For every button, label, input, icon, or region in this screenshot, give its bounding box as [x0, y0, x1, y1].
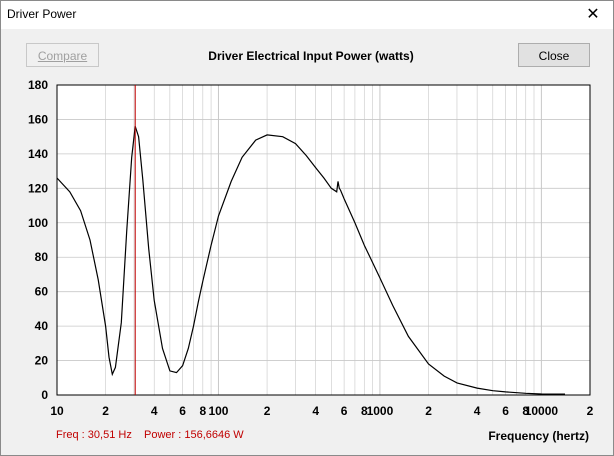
x-tick-label: 4 [312, 404, 319, 418]
title-bar[interactable]: Driver Power ✕ [1, 1, 613, 29]
x-tick-label: 1000 [367, 404, 394, 418]
x-tick-label: 8 [522, 404, 529, 418]
x-tick-label: 10000 [525, 404, 559, 418]
y-tick-label: 40 [35, 319, 49, 333]
x-tick-label: 2 [425, 404, 432, 418]
close-button[interactable]: Close [518, 43, 590, 67]
y-tick-label: 140 [28, 147, 48, 161]
window-title: Driver Power [7, 7, 77, 21]
x-tick-label: 4 [151, 404, 158, 418]
y-tick-label: 180 [28, 78, 48, 92]
x-axis-title: Frequency (hertz) [488, 429, 589, 443]
compare-button[interactable]: Compare [26, 43, 99, 67]
y-axis-ticks: 0 20 40 60 80 100 120 140 160 180 [28, 78, 48, 402]
y-tick-label: 160 [28, 112, 48, 126]
x-tick-label: 2 [102, 404, 109, 418]
chart-title: Driver Electrical Input Power (watts) [208, 49, 414, 63]
power-readout: Power : 156,6646 W [144, 429, 244, 441]
window-close-icon[interactable]: ✕ [586, 6, 600, 23]
x-tick-label: 2 [264, 404, 271, 418]
gridlines [56, 84, 591, 396]
x-tick-label: 6 [179, 404, 186, 418]
x-tick-label: 8 [199, 404, 206, 418]
y-tick-label: 0 [41, 388, 48, 402]
y-tick-label: 20 [35, 354, 49, 368]
plot-background [57, 85, 590, 395]
x-tick-label: 6 [502, 404, 509, 418]
y-tick-label: 80 [35, 250, 49, 264]
x-tick-label: 100 [208, 404, 228, 418]
x-tick-label: 10 [50, 404, 64, 418]
y-tick-label: 120 [28, 181, 48, 195]
y-tick-label: 100 [28, 216, 48, 230]
power-curve [56, 126, 565, 395]
y-tick-label: 60 [35, 285, 49, 299]
x-tick-label: 8 [361, 404, 368, 418]
frequency-readout: Freq : 30,51 Hz [56, 429, 132, 441]
x-tick-label: 6 [341, 404, 348, 418]
x-tick-label: 2 [587, 404, 594, 418]
plot-area-frame [56, 84, 591, 396]
x-tick-label: 4 [474, 404, 481, 418]
